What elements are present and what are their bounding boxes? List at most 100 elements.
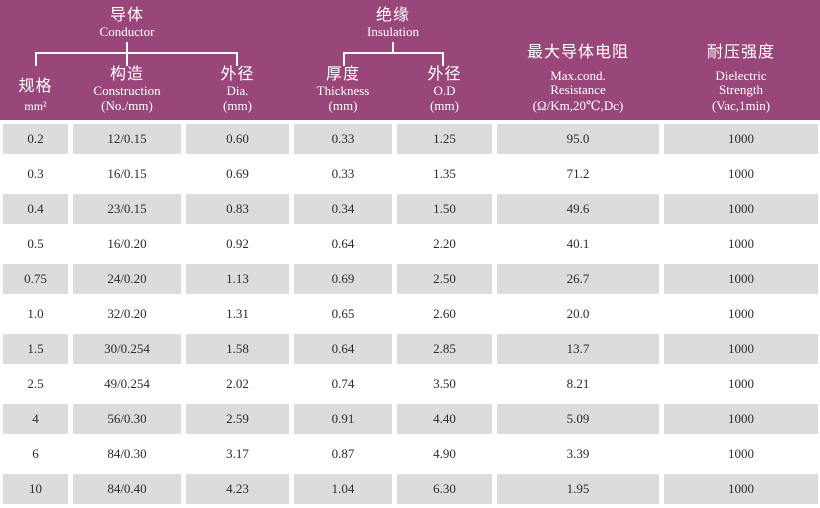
column-header-en: (mm) <box>223 97 252 113</box>
table-cell: 8.21 <box>497 369 659 399</box>
table-cell: 5.09 <box>497 404 659 434</box>
table-cell: 6.30 <box>397 474 492 504</box>
table-cell: 1.25 <box>397 124 492 154</box>
column-header-en: mm² <box>24 98 47 113</box>
column-header-7: 耐压强度 Dielectric Strength (Vac,1min) <box>664 44 818 120</box>
table-cell: 1000 <box>664 159 818 189</box>
conductor-group-label-en: Conductor <box>99 24 155 40</box>
column-header-zh: 厚度 <box>325 65 360 83</box>
table-cell: 1.5 <box>3 334 68 364</box>
column-header-en: (No./mm) <box>101 97 153 113</box>
table-cell: 4.90 <box>397 439 492 469</box>
table-cell: 16/0.15 <box>73 159 181 189</box>
table-cell: 1000 <box>664 439 818 469</box>
table-cell: 0.69 <box>186 159 289 189</box>
table-cell: 56/0.30 <box>73 404 181 434</box>
table-cell: 24/0.20 <box>73 264 181 294</box>
table-cell: 1.95 <box>497 474 659 504</box>
table-cell: 2.59 <box>186 404 289 434</box>
column-header-en: Strength <box>718 82 764 98</box>
table-cell: 2.50 <box>397 264 492 294</box>
table-cell: 0.33 <box>294 159 392 189</box>
table-cell: 13.7 <box>497 334 659 364</box>
column-header-en: Max.cond. <box>550 68 606 84</box>
table-cell: 0.75 <box>3 264 68 294</box>
table-cell: 1000 <box>664 194 818 224</box>
table-cell: 2.02 <box>186 369 289 399</box>
insulation-group-label-zh: 绝缘 <box>375 7 410 24</box>
table-cell: 4.23 <box>186 474 289 504</box>
conductor-bracket-line <box>35 52 238 54</box>
column-header-zh: 规格 <box>18 78 53 96</box>
table-cell: 0.60 <box>186 124 289 154</box>
table-cell: 1.35 <box>397 159 492 189</box>
table-cell: 1000 <box>664 369 818 399</box>
table-cell: 0.83 <box>186 194 289 224</box>
table-cell: 4.40 <box>397 404 492 434</box>
table-cell: 30/0.254 <box>73 334 181 364</box>
column-header-en: O.D <box>433 83 456 99</box>
table-cell: 1.0 <box>3 299 68 329</box>
table-cell: 0.34 <box>294 194 392 224</box>
table-header: 导体 Conductor 绝缘 Insulation 规格 mm² 构造 Constr… <box>0 0 820 120</box>
table-cell: 1.31 <box>186 299 289 329</box>
table-cell: 16/0.20 <box>73 229 181 259</box>
table-cell: 0.64 <box>294 229 392 259</box>
table-cell: 0.4 <box>3 194 68 224</box>
column-header-en: (Ω/Km,20℃,Dc) <box>532 97 624 113</box>
table-cell: 1.50 <box>397 194 492 224</box>
column-header-zh: 耐压强度 <box>706 43 775 61</box>
table-cell: 0.74 <box>294 369 392 399</box>
table-cell: 0.33 <box>294 124 392 154</box>
table-cell: 1000 <box>664 264 818 294</box>
column-header-6: 最大导体电阻 Max.cond. Resistance (Ω/Km,20℃,Dc) <box>497 44 659 120</box>
table-cell: 12/0.15 <box>73 124 181 154</box>
table-cell: 26.7 <box>497 264 659 294</box>
conductor-bracket-tick-right <box>236 52 238 66</box>
conductor-group-label-zh: 导体 <box>109 7 144 24</box>
conductor-bracket-tick-mid <box>126 52 128 66</box>
column-header-en: Dia. <box>226 83 249 99</box>
column-header-4: 厚度 Thickness (mm) <box>294 66 392 120</box>
column-header-3: 外径 Dia. (mm) <box>186 66 289 120</box>
table-cell: 1000 <box>664 229 818 259</box>
insulation-bracket-tick-right <box>442 52 444 66</box>
table-cell: 20.0 <box>497 299 659 329</box>
table-cell: 1.13 <box>186 264 289 294</box>
column-header-zh: 最大导体电阻 <box>526 43 629 61</box>
table-cell: 0.91 <box>294 404 392 434</box>
insulation-bracket-stem <box>392 42 394 52</box>
column-header-2: 构造 Construction (No./mm) <box>73 66 181 120</box>
table-cell: 0.69 <box>294 264 392 294</box>
table-cell: 2.5 <box>3 369 68 399</box>
column-header-en: Resistance <box>550 82 606 98</box>
column-header-en: Construction <box>93 83 161 99</box>
table-cell: 1.04 <box>294 474 392 504</box>
column-header-5: 外径 O.D (mm) <box>397 66 492 120</box>
table-cell: 3.39 <box>497 439 659 469</box>
table-body: 0.2 12/0.15 0.60 0.33 1.25 95.0 1000 0.3 16/0.15… <box>0 120 820 508</box>
column-header-zh: 外径 <box>427 65 462 83</box>
column-header-1: 规格 mm² <box>3 78 68 120</box>
insulation-group-label: 绝缘 Insulation <box>303 7 483 40</box>
conductor-bracket-stem <box>126 42 128 52</box>
table-cell: 95.0 <box>497 124 659 154</box>
table-cell: 0.87 <box>294 439 392 469</box>
table-cell: 71.2 <box>497 159 659 189</box>
table-cell: 84/0.40 <box>73 474 181 504</box>
column-header-en: (Vac,1min) <box>711 97 771 113</box>
insulation-bracket-line <box>343 52 444 54</box>
table-cell: 1.58 <box>186 334 289 364</box>
table-cell: 0.5 <box>3 229 68 259</box>
table-cell: 1000 <box>664 474 818 504</box>
table-cell: 2.85 <box>397 334 492 364</box>
column-header-en: (mm) <box>430 97 459 113</box>
table-cell: 40.1 <box>497 229 659 259</box>
column-header-zh: 外径 <box>220 65 255 83</box>
table-cell: 3.17 <box>186 439 289 469</box>
table-cell: 32/0.20 <box>73 299 181 329</box>
table-cell: 1000 <box>664 404 818 434</box>
table-cell: 10 <box>3 474 68 504</box>
table-cell: 4 <box>3 404 68 434</box>
